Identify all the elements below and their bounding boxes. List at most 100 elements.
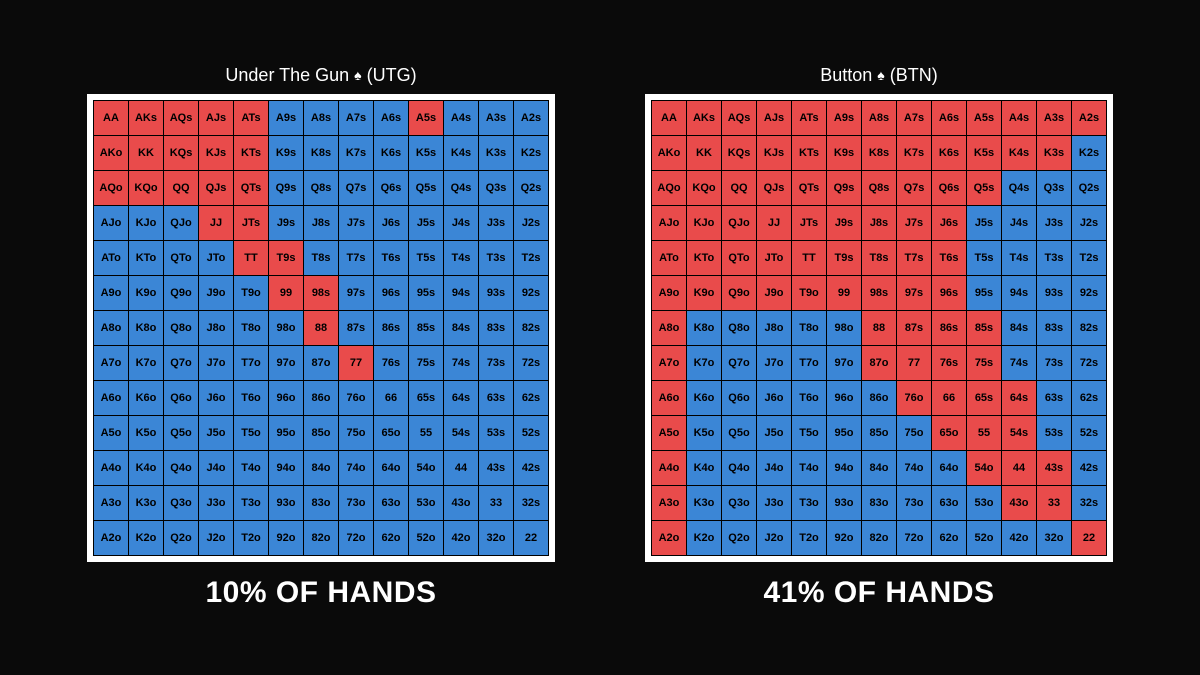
- hand-cell-A7o: A7o: [652, 346, 686, 380]
- hand-cell-43s: 43s: [1037, 451, 1071, 485]
- hand-cell-42s: 42s: [1072, 451, 1106, 485]
- hand-cell-Q8s: Q8s: [862, 171, 896, 205]
- hand-cell-Q8s: Q8s: [304, 171, 338, 205]
- hand-cell-Q6o: Q6o: [722, 381, 756, 415]
- hand-cell-Q6o: Q6o: [164, 381, 198, 415]
- hand-cell-JTo: JTo: [757, 241, 791, 275]
- hand-cell-J7s: J7s: [897, 206, 931, 240]
- hand-cell-76s: 76s: [932, 346, 966, 380]
- hand-cell-AKo: AKo: [94, 136, 128, 170]
- hand-cell-QQ: QQ: [722, 171, 756, 205]
- hand-cell-62s: 62s: [1072, 381, 1106, 415]
- hand-cell-Q4s: Q4s: [444, 171, 478, 205]
- hand-cell-42o: 42o: [444, 521, 478, 555]
- hand-cell-22: 22: [514, 521, 548, 555]
- hand-cell-KK: KK: [687, 136, 721, 170]
- hand-cell-A7o: A7o: [94, 346, 128, 380]
- hand-cell-52o: 52o: [409, 521, 443, 555]
- hand-cell-44: 44: [1002, 451, 1036, 485]
- hand-cell-KJs: KJs: [199, 136, 233, 170]
- hand-cell-K2o: K2o: [129, 521, 163, 555]
- hand-cell-43o: 43o: [444, 486, 478, 520]
- hand-cell-Q5o: Q5o: [164, 416, 198, 450]
- hand-cell-33: 33: [479, 486, 513, 520]
- hand-cell-52s: 52s: [514, 416, 548, 450]
- hand-cell-66: 66: [374, 381, 408, 415]
- hand-cell-K9o: K9o: [687, 276, 721, 310]
- utg-caption: 10% OF HANDS: [205, 576, 436, 610]
- hand-cell-A9s: A9s: [827, 101, 861, 135]
- hand-cell-K9o: K9o: [129, 276, 163, 310]
- hand-cell-74s: 74s: [1002, 346, 1036, 380]
- hand-cell-84o: 84o: [862, 451, 896, 485]
- hand-cell-K8s: K8s: [862, 136, 896, 170]
- btn-title-post: (BTN): [885, 65, 938, 85]
- hand-cell-A6o: A6o: [94, 381, 128, 415]
- hand-cell-Q2o: Q2o: [164, 521, 198, 555]
- hand-cell-J4s: J4s: [444, 206, 478, 240]
- hand-cell-87s: 87s: [897, 311, 931, 345]
- btn-grid-frame: AAAKsAQsAJsATsA9sA8sA7sA6sA5sA4sA3sA2sAK…: [645, 94, 1113, 562]
- utg-title-post: (UTG): [362, 65, 417, 85]
- utg-title-pre: Under The Gun: [225, 65, 354, 85]
- hand-cell-93o: 93o: [269, 486, 303, 520]
- hand-cell-64o: 64o: [932, 451, 966, 485]
- hand-cell-J9o: J9o: [757, 276, 791, 310]
- hand-cell-53o: 53o: [967, 486, 1001, 520]
- hand-cell-96s: 96s: [374, 276, 408, 310]
- hand-cell-53s: 53s: [479, 416, 513, 450]
- hand-cell-A3o: A3o: [652, 486, 686, 520]
- hand-cell-Q2s: Q2s: [1072, 171, 1106, 205]
- hand-cell-A5o: A5o: [652, 416, 686, 450]
- hand-cell-75s: 75s: [967, 346, 1001, 380]
- hand-cell-95o: 95o: [827, 416, 861, 450]
- hand-cell-JTs: JTs: [234, 206, 268, 240]
- hand-cell-33: 33: [1037, 486, 1071, 520]
- hand-cell-J8s: J8s: [862, 206, 896, 240]
- hand-cell-A8s: A8s: [862, 101, 896, 135]
- hand-cell-54s: 54s: [444, 416, 478, 450]
- hand-cell-K5s: K5s: [409, 136, 443, 170]
- hand-cell-T2s: T2s: [514, 241, 548, 275]
- hand-cell-K6s: K6s: [374, 136, 408, 170]
- hand-cell-53o: 53o: [409, 486, 443, 520]
- hand-cell-T3s: T3s: [479, 241, 513, 275]
- hand-cell-A7s: A7s: [339, 101, 373, 135]
- hand-cell-T5o: T5o: [234, 416, 268, 450]
- hand-cell-QJo: QJo: [164, 206, 198, 240]
- hand-cell-Q2o: Q2o: [722, 521, 756, 555]
- hand-cell-A4o: A4o: [652, 451, 686, 485]
- hand-cell-73o: 73o: [339, 486, 373, 520]
- spade-icon: ♠: [354, 67, 361, 83]
- hand-cell-63s: 63s: [479, 381, 513, 415]
- hand-cell-AJo: AJo: [652, 206, 686, 240]
- hand-cell-82o: 82o: [862, 521, 896, 555]
- hand-cell-J3s: J3s: [479, 206, 513, 240]
- hand-cell-97o: 97o: [827, 346, 861, 380]
- hand-cell-63s: 63s: [1037, 381, 1071, 415]
- hand-cell-T3s: T3s: [1037, 241, 1071, 275]
- hand-cell-97s: 97s: [897, 276, 931, 310]
- hand-cell-83s: 83s: [1037, 311, 1071, 345]
- hand-cell-J7o: J7o: [757, 346, 791, 380]
- hand-cell-T5o: T5o: [792, 416, 826, 450]
- hand-cell-73s: 73s: [479, 346, 513, 380]
- hand-cell-72o: 72o: [339, 521, 373, 555]
- hand-cell-T9o: T9o: [792, 276, 826, 310]
- hand-cell-92o: 92o: [827, 521, 861, 555]
- hand-cell-KK: KK: [129, 136, 163, 170]
- hand-cell-92s: 92s: [1072, 276, 1106, 310]
- hand-cell-TT: TT: [792, 241, 826, 275]
- hand-cell-J6s: J6s: [932, 206, 966, 240]
- hand-cell-76o: 76o: [339, 381, 373, 415]
- hand-cell-84o: 84o: [304, 451, 338, 485]
- hand-cell-QTo: QTo: [164, 241, 198, 275]
- hand-cell-TT: TT: [234, 241, 268, 275]
- hand-cell-K5o: K5o: [687, 416, 721, 450]
- hand-cell-J7s: J7s: [339, 206, 373, 240]
- hand-cell-T9s: T9s: [827, 241, 861, 275]
- hand-cell-K8o: K8o: [687, 311, 721, 345]
- hand-cell-T4o: T4o: [792, 451, 826, 485]
- hand-cell-K4o: K4o: [687, 451, 721, 485]
- hand-cell-65o: 65o: [374, 416, 408, 450]
